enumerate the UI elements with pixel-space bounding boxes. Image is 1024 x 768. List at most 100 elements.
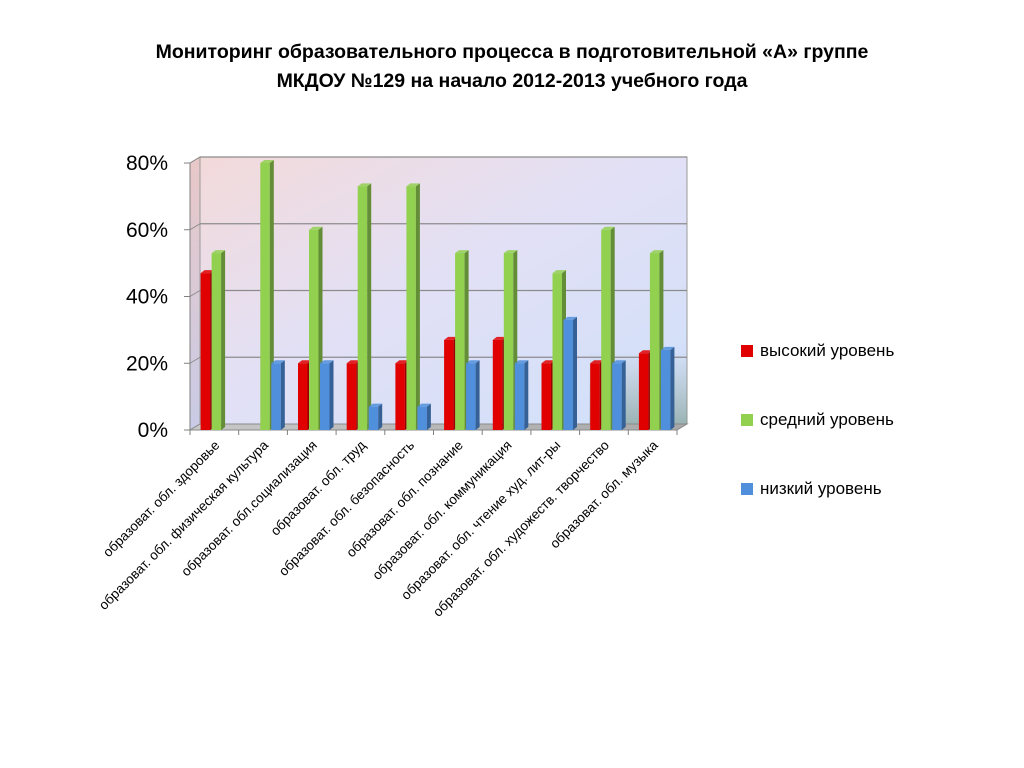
bar-front	[309, 229, 319, 430]
bar-top	[298, 360, 312, 364]
bars	[189, 160, 678, 435]
bar	[417, 403, 431, 430]
bar	[211, 250, 226, 430]
bar-side	[475, 360, 480, 430]
chart-title-line-1: Мониторинг образовательного процесса в п…	[155, 41, 869, 63]
bar	[612, 360, 626, 430]
legend-label: высокий уровень	[760, 341, 894, 360]
bar-front	[492, 339, 503, 430]
bar	[660, 346, 675, 430]
bar-top	[638, 350, 653, 354]
gridline-side	[189, 356, 201, 364]
bar-side	[280, 360, 285, 430]
bar-top	[601, 226, 615, 230]
chart-title: Мониторинг образовательного процесса в п…	[0, 38, 1024, 96]
bar-side	[670, 346, 675, 430]
bar-front	[406, 186, 416, 430]
bar	[466, 360, 480, 430]
bar-front	[368, 406, 379, 430]
bar-front	[563, 319, 573, 430]
bar-top	[466, 360, 480, 364]
legend-swatch	[741, 345, 753, 357]
bar-front	[503, 253, 514, 430]
bar-front	[649, 253, 660, 430]
legend: высокий уровень средний уровень низкий уро…	[741, 341, 894, 498]
bar-top	[368, 403, 383, 407]
bar	[320, 360, 334, 430]
bar	[368, 403, 383, 430]
bar-front	[466, 363, 476, 430]
y-tick-label: 60%	[126, 219, 168, 242]
y-tick-label: 40%	[126, 286, 168, 309]
y-tick-label: 20%	[126, 352, 168, 375]
chart-title-line-2: МКДОУ №129 на начало 2012-2013 учебного …	[276, 70, 748, 92]
bar-top	[200, 270, 215, 274]
bar-front	[260, 163, 270, 430]
bar-top	[514, 360, 529, 364]
bar	[357, 183, 372, 430]
bar-top	[444, 336, 458, 340]
bar-top	[503, 250, 518, 254]
bar-top	[395, 360, 409, 364]
y-axis-ticks: 0% 20% 40% 60% 80%	[126, 152, 191, 442]
legend-label: низкий уровень	[760, 479, 882, 498]
y-tick-label: 80%	[126, 152, 168, 175]
bar-side	[573, 316, 577, 430]
bar-side	[524, 360, 529, 430]
bar-side	[329, 360, 334, 430]
bar-front	[514, 363, 525, 430]
bar-front	[346, 363, 357, 430]
bar	[514, 360, 529, 430]
bar-side	[221, 250, 226, 430]
bar-front	[320, 363, 330, 430]
bar-top	[406, 183, 420, 187]
gridline-side	[189, 223, 201, 231]
bar-top	[590, 360, 604, 364]
bar-front	[395, 363, 405, 430]
bar-top	[492, 336, 507, 340]
bar	[406, 183, 420, 430]
bar-front	[357, 186, 368, 430]
bar-front	[298, 363, 308, 430]
x-category-label: образоват. обл. труд	[268, 437, 369, 538]
legend-swatch	[741, 483, 753, 495]
x-category-label: образоват. обл. физическая культура	[96, 437, 272, 613]
bar	[563, 316, 577, 430]
gridlines	[189, 156, 687, 364]
bar-front	[444, 339, 454, 430]
bar-front	[541, 363, 551, 430]
bar-top	[211, 250, 226, 254]
y-tick-label: 0%	[138, 419, 168, 442]
bar-front	[552, 273, 562, 430]
x-category-label: образоват. обл. художеств. творчество	[430, 438, 612, 620]
bar-side	[415, 183, 420, 430]
bar-top	[612, 360, 626, 364]
bar-top	[320, 360, 334, 364]
legend-label: средний уровень	[760, 410, 894, 429]
bar-front	[612, 363, 622, 430]
bar-top	[260, 160, 274, 163]
bar-top	[660, 346, 675, 350]
bar-front	[660, 349, 671, 430]
bar-front	[590, 363, 600, 430]
bar-side	[621, 360, 626, 430]
bar-top	[346, 360, 361, 364]
legend-swatch	[741, 414, 753, 426]
bar-front	[601, 229, 611, 430]
bar-top	[552, 270, 566, 274]
bar-top	[271, 360, 285, 364]
bar-side	[378, 403, 383, 430]
bar-top	[455, 250, 469, 254]
bar-top	[309, 226, 323, 230]
bar-front	[211, 253, 222, 430]
bar-front	[200, 273, 211, 430]
bar-front	[271, 363, 281, 430]
bar	[271, 360, 285, 430]
bar-top	[541, 360, 555, 364]
bar-front	[638, 353, 649, 430]
bar-side	[426, 403, 431, 430]
bar-side	[367, 183, 372, 430]
bar-front	[455, 253, 465, 430]
